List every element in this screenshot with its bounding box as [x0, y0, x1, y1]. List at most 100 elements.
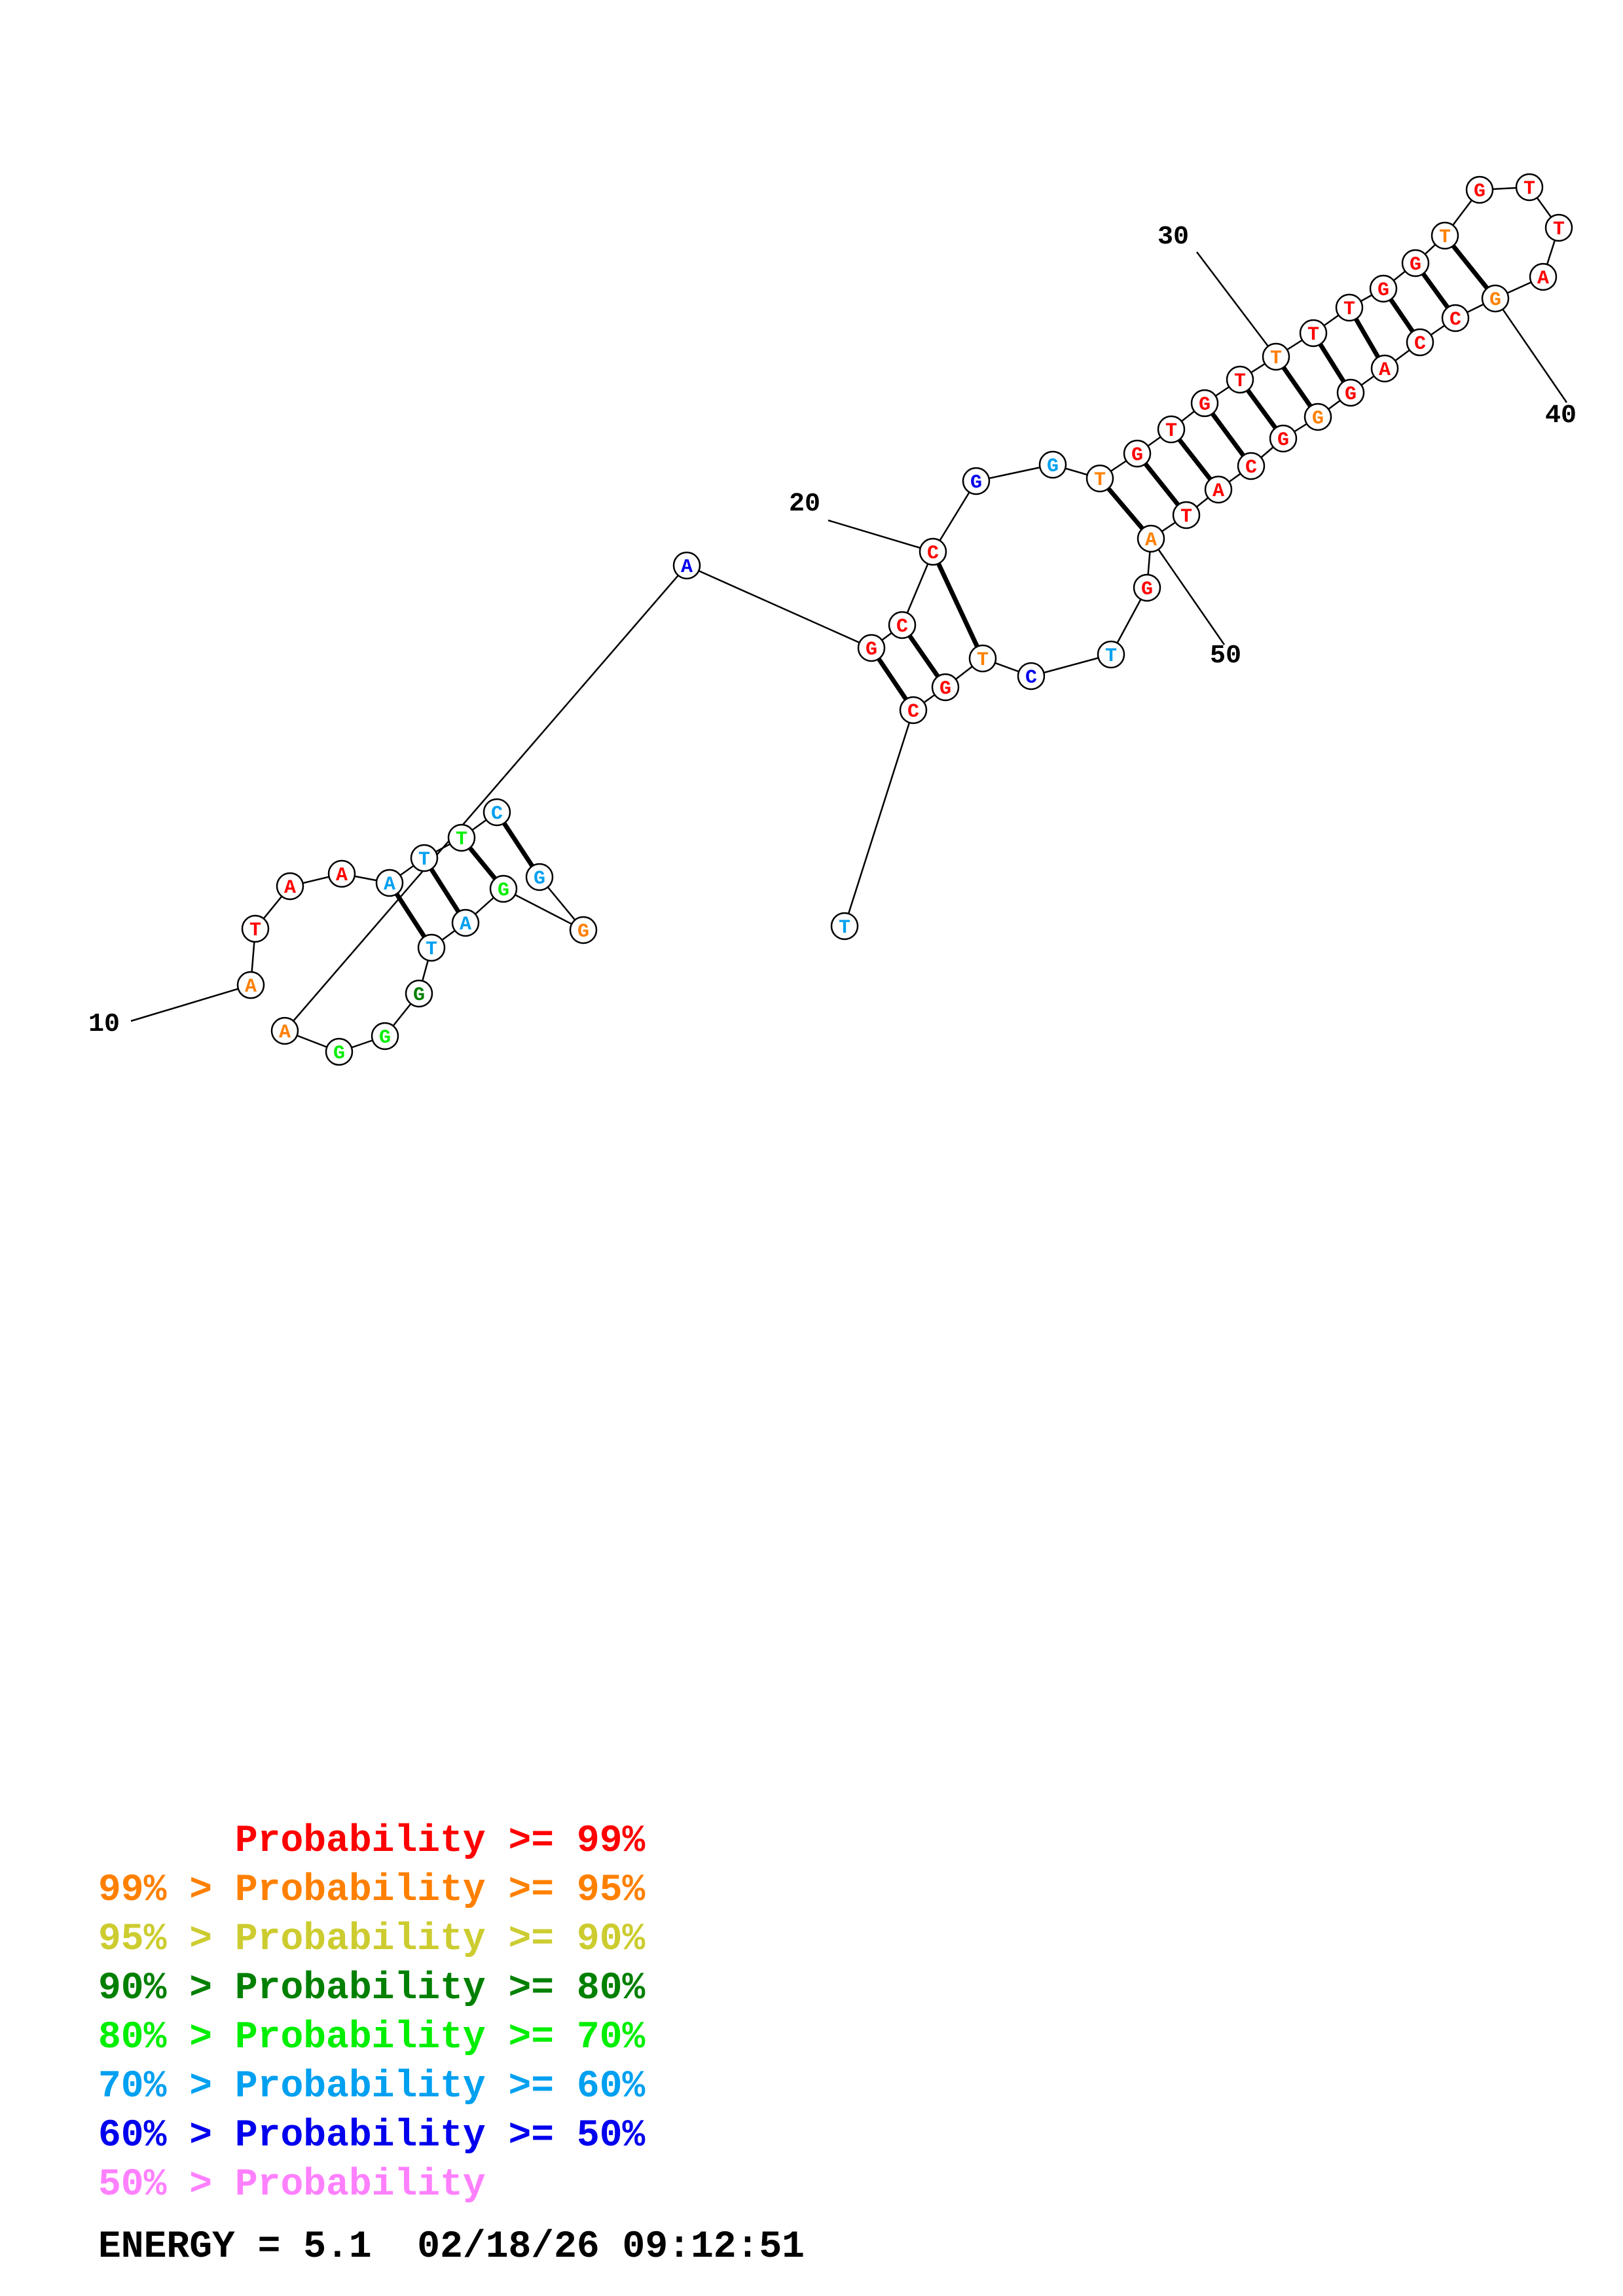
- legend-entry-50-60: 60% > Probability >= 50%: [98, 2115, 646, 2157]
- nucleotide-base-label: C: [1025, 667, 1037, 689]
- nucleotide-circle: [1401, 249, 1430, 278]
- nucleotide-32: G: [1369, 274, 1398, 303]
- nucleotide-circle: [405, 979, 433, 1008]
- nucleotide-24: T: [1085, 464, 1114, 493]
- nucleotide-base-label: G: [1410, 254, 1421, 276]
- nucleotide-16: G: [325, 1037, 354, 1066]
- base-pair-bonds: [388, 234, 1497, 949]
- nucleotide-49: A: [1137, 524, 1165, 553]
- nucleotide-base-label: G: [1312, 408, 1324, 430]
- nucleotide-circle: [327, 859, 356, 888]
- legend-entry-lt50: 50% > Probability: [98, 2164, 486, 2206]
- nucleotide-base-label: G: [1047, 456, 1059, 478]
- nucleotide-12: A: [451, 908, 480, 937]
- nucleotide-base-label: G: [1141, 579, 1153, 601]
- nucleotide-base-label: T: [1105, 645, 1117, 668]
- nucleotide-14: G: [405, 979, 433, 1008]
- nucleotide-circle: [1299, 319, 1328, 348]
- nucleotide-circle: [1172, 501, 1201, 529]
- nucleotide-4: A: [327, 859, 356, 888]
- nucleotide-base-label: A: [1213, 480, 1224, 503]
- backbone-segment: [284, 565, 687, 1031]
- nucleotide-35: G: [1465, 175, 1494, 204]
- nucleotide-circle: [1226, 365, 1254, 394]
- nucleotide-circle: [1529, 262, 1558, 291]
- nucleotide-circle: [919, 537, 947, 566]
- nucleotide-circle: [1157, 415, 1186, 444]
- nucleotide-circle: [236, 971, 265, 999]
- nucleotide-base-label: G: [498, 880, 509, 902]
- nucleotide-base-label: A: [284, 877, 296, 899]
- nucleotide-base-label: T: [1165, 420, 1177, 442]
- nucleotide-circle: [241, 914, 270, 943]
- backbone-segment: [686, 564, 872, 649]
- nucleotide-base-label: T: [249, 920, 261, 942]
- nucleotide-22: G: [962, 467, 991, 495]
- nucleotide-54: G: [931, 673, 960, 702]
- nucleotide-base-label: G: [534, 868, 545, 890]
- backbone-segment: [843, 709, 915, 927]
- nucleotide-base-label: T: [426, 939, 437, 961]
- nucleotide-circle: [410, 844, 439, 872]
- nucleotide-23: G: [1038, 450, 1067, 479]
- nucleotide-circle: [888, 611, 917, 639]
- nucleotide-circle: [1304, 403, 1332, 431]
- label-leader-line: [1196, 251, 1277, 357]
- nucleotide-26: T: [1157, 415, 1186, 444]
- nucleotide-53: T: [968, 644, 997, 673]
- nucleotide-6: T: [410, 844, 439, 872]
- nucleotide-base-label: C: [491, 803, 503, 825]
- nucleotide-base-label: G: [866, 639, 877, 661]
- nucleotide-base-label: T: [456, 829, 467, 851]
- nucleotide-38: A: [1529, 262, 1558, 291]
- legend-entry-80-90: 90% > Probability >= 80%: [98, 1967, 646, 2010]
- nucleotide-base-label: A: [1537, 268, 1549, 290]
- legend-entry-70-80: 80% > Probability >= 70%: [98, 2017, 646, 2059]
- nucleotide-18: A: [672, 551, 701, 580]
- nucleotide-circle: [1336, 378, 1365, 407]
- nucleotide-base-label: T: [1180, 506, 1192, 528]
- position-labels: 10 20 30 40 50: [88, 223, 1577, 1039]
- nucleotide-40: C: [1441, 304, 1470, 332]
- nucleotide-circle: [371, 1022, 399, 1050]
- nucleotide-base-label: G: [1199, 394, 1211, 416]
- nucleotide-base-label: G: [379, 1027, 391, 1049]
- nucleotide-circle: [1085, 464, 1114, 493]
- nucleotide-base-label: T: [839, 917, 850, 939]
- nucleotide-28: T: [1226, 365, 1254, 394]
- nucleotide-circle: [962, 467, 991, 495]
- nucleotide-circle: [489, 874, 518, 903]
- nucleotide-17: A: [270, 1016, 299, 1045]
- nucleotide-base-label: G: [413, 984, 425, 1007]
- position-label-40: 40: [1545, 401, 1577, 431]
- nucleotide-circle: [1137, 524, 1165, 553]
- nucleotide-base-label: T: [418, 849, 430, 871]
- nucleotide-circle: [569, 916, 598, 944]
- nucleotide-3: A: [276, 872, 304, 901]
- nucleotide-base-label: C: [896, 616, 908, 638]
- nucleotide-circle: [1481, 284, 1510, 313]
- nucleotide-circle: [1038, 450, 1067, 479]
- nucleotide-31: T: [1335, 293, 1364, 322]
- nucleotide-25: G: [1123, 439, 1152, 468]
- nucleotide-circle: [1544, 213, 1573, 242]
- nucleotide-circle: [672, 551, 701, 580]
- nucleotide-base-label: G: [1131, 444, 1143, 467]
- nucleotide-base-label: A: [460, 914, 471, 936]
- nucleotide-base-label: C: [907, 701, 919, 723]
- nucleotide-42: A: [1370, 354, 1399, 383]
- position-label-20: 20: [789, 490, 820, 519]
- nucleotide-41: C: [1406, 328, 1434, 357]
- nucleotide-34: T: [1431, 221, 1459, 250]
- nucleotide-48: T: [1172, 501, 1201, 529]
- nucleotide-base-label: T: [1553, 219, 1565, 241]
- nucleotide-8: C: [483, 798, 511, 827]
- nucleotide-circle: [899, 696, 928, 725]
- nucleotide-circle: [1262, 342, 1290, 371]
- nucleotide-base-label: G: [1474, 181, 1486, 203]
- nucleotide-19: G: [857, 634, 886, 662]
- nucleotide-base-label: T: [1523, 178, 1535, 200]
- nucleotide-55: C: [899, 696, 928, 725]
- nucleotide-21: C: [919, 537, 947, 566]
- nucleotide-base-label: C: [927, 543, 939, 565]
